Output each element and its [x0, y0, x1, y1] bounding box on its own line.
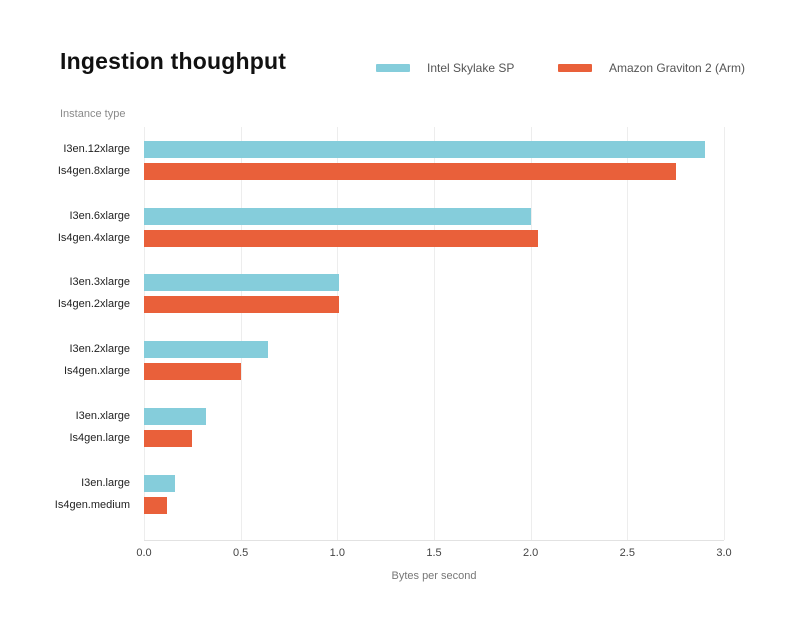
- gridline: [434, 127, 435, 540]
- category-label: I3en.3xlarge: [69, 276, 130, 288]
- bar-I3en.6xlarge: [144, 208, 531, 225]
- legend-item: Amazon Graviton 2 (Arm): [558, 61, 746, 75]
- x-tick-label: 1.5: [426, 547, 442, 559]
- gridline: [724, 127, 725, 540]
- bar-Is4gen.xlarge: [144, 363, 241, 380]
- x-tick-label: 0.5: [233, 547, 249, 559]
- legend-label: Amazon Graviton 2 (Arm): [609, 61, 746, 75]
- category-label: I3en.6xlarge: [69, 210, 130, 222]
- gridline: [144, 127, 145, 540]
- legend-swatch-icon: [376, 64, 410, 72]
- bar-Is4gen.large: [144, 430, 193, 447]
- category-label: Is4gen.large: [69, 432, 130, 444]
- legend-label: Intel Skylake SP: [427, 61, 515, 75]
- x-tick-label: 3.0: [716, 547, 732, 559]
- gridline: [240, 127, 242, 540]
- category-label: Is4gen.xlarge: [63, 365, 130, 377]
- bar-I3en.large: [144, 475, 175, 492]
- bar-Is4gen.medium: [144, 497, 168, 514]
- bar-Is4gen.2xlarge: [144, 296, 340, 313]
- bar-I3en.xlarge: [144, 408, 206, 425]
- legend-swatch-icon: [558, 64, 592, 72]
- category-label: I3en.2xlarge: [69, 343, 130, 355]
- category-label: I3en.12xlarge: [63, 143, 130, 155]
- x-axis-title: Bytes per second: [391, 570, 477, 582]
- bar-I3en.12xlarge: [144, 141, 705, 158]
- x-tick-label: 1.0: [329, 547, 345, 559]
- gridline: [627, 127, 629, 540]
- category-label: Is4gen.medium: [54, 499, 130, 511]
- category-label: Is4gen.2xlarge: [57, 298, 130, 310]
- legend-item: Intel Skylake SP: [376, 61, 515, 75]
- bar-Is4gen.4xlarge: [144, 230, 539, 247]
- category-label: Is4gen.8xlarge: [57, 165, 130, 177]
- plot-area: [144, 127, 725, 541]
- bar-Is4gen.8xlarge: [144, 163, 676, 180]
- bar-I3en.3xlarge: [144, 274, 340, 291]
- x-tick-label: 2.5: [619, 547, 635, 559]
- bar-I3en.2xlarge: [144, 341, 268, 358]
- category-label: I3en.xlarge: [75, 410, 130, 422]
- x-tick-label: 0.0: [136, 547, 152, 559]
- x-tick-label: 2.0: [523, 547, 539, 559]
- category-label: Is4gen.4xlarge: [57, 232, 130, 244]
- gridline: [337, 127, 339, 540]
- chart-title: Ingestion thoughput: [60, 48, 287, 74]
- gridline: [530, 127, 532, 540]
- y-axis-title: Instance type: [60, 108, 126, 120]
- category-label: I3en.large: [81, 477, 130, 489]
